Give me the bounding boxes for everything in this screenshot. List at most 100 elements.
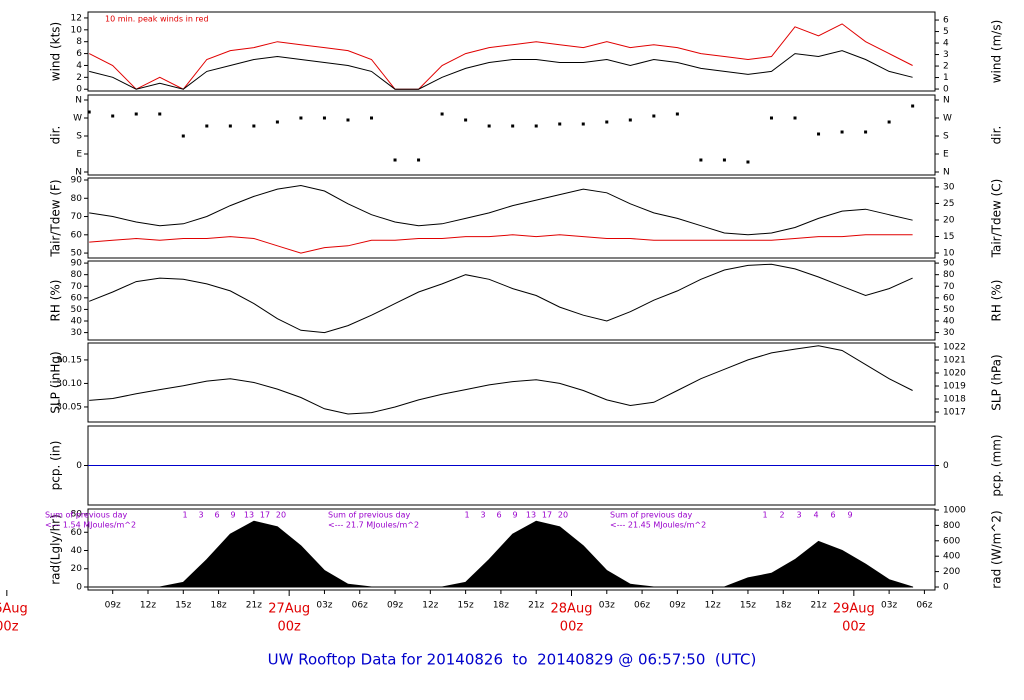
hour-mark: 6: [496, 511, 501, 520]
hour-mark: 9: [512, 511, 517, 520]
annotation: Sum of previous day: [328, 511, 410, 520]
date-hour-label: 00z: [560, 620, 584, 635]
y-axis-label: Tair/Tdew (F): [49, 179, 63, 257]
x-tick-label: 21z: [246, 601, 262, 611]
hour-mark: 3: [198, 511, 203, 520]
x-tick-label: 06z: [634, 601, 650, 611]
y2-tick-label: 30: [943, 328, 955, 338]
dir-point: [440, 112, 444, 116]
x-tick-label: 18z: [493, 601, 509, 611]
y2-tick-label: 400: [943, 552, 960, 562]
y2-tick-label: 6: [943, 16, 949, 26]
y2-tick-label: 10: [943, 249, 955, 259]
panel-frame: [87, 94, 936, 176]
date-hour-label: 00z: [0, 620, 19, 635]
y2-tick-label: E: [943, 150, 949, 160]
dir-point: [393, 158, 397, 162]
y-tick-label: W: [73, 114, 82, 124]
dir-point: [370, 116, 374, 120]
dir-point: [111, 114, 115, 118]
dir-point: [628, 118, 632, 122]
x-tick-label: 21z: [810, 601, 826, 611]
y-tick-label: 40: [71, 317, 83, 327]
y2-tick-label: 30: [943, 182, 955, 192]
panel-frame: [87, 11, 936, 92]
y-tick-label: 60: [71, 528, 83, 538]
hour-mark: 17: [260, 511, 270, 520]
date-label: 29Aug: [833, 602, 875, 617]
y2-axis-label: wind (m/s): [990, 20, 1004, 84]
series-line: [89, 345, 913, 415]
y-tick-label: 80: [71, 510, 83, 520]
series-line: [89, 263, 913, 334]
x-tick-label: 09z: [387, 601, 403, 611]
y2-tick-label: 1018: [943, 395, 966, 405]
y-tick-label: 6: [76, 49, 82, 59]
dir-point: [487, 124, 491, 128]
annotation: Sum of previous day: [610, 511, 692, 520]
y2-tick-label: 1022: [943, 343, 966, 353]
dir-point: [158, 112, 162, 116]
hour-mark: 13: [244, 511, 254, 520]
hour-mark: 1: [762, 511, 767, 520]
x-tick-label: 09z: [105, 601, 121, 611]
page-title: UW Rooftop Data for 20140826 to 20140829…: [268, 651, 757, 669]
y2-tick-label: 20: [943, 215, 955, 225]
date-hour-label: 00z: [842, 620, 866, 635]
dir-point: [299, 116, 303, 120]
date-hour-label: 00z: [277, 620, 301, 635]
y-axis-label: SLP (inHg): [49, 351, 63, 413]
x-tick-label: 06z: [916, 601, 932, 611]
dir-point: [722, 158, 726, 162]
y-tick-label: 2: [76, 73, 82, 83]
y-axis-label: wind (kts): [49, 22, 63, 81]
x-tick-label: 12z: [422, 601, 438, 611]
y-tick-label: 80: [71, 194, 83, 204]
hour-mark: 3: [480, 511, 485, 520]
dir-point: [275, 120, 279, 124]
annotation: <--- 1.54 MJoules/m^2: [45, 521, 136, 530]
panel-frame: [87, 342, 936, 423]
hour-mark: 17: [542, 511, 552, 520]
dir-point: [793, 116, 797, 120]
dir-point: [346, 118, 350, 122]
y-axis-label: pcp. (in): [49, 441, 63, 491]
x-tick-label: 03z: [599, 601, 615, 611]
x-tick-label: 15z: [175, 601, 191, 611]
date-label: 27Aug: [268, 602, 310, 617]
x-tick-label: 06z: [352, 601, 368, 611]
dir-point: [675, 112, 679, 116]
y2-tick-label: 70: [943, 282, 955, 292]
dir-point: [228, 124, 232, 128]
hour-mark: 1: [464, 511, 469, 520]
y-tick-label: 70: [71, 212, 83, 222]
y-tick-label: 30.15: [56, 355, 82, 365]
y2-tick-label: 80: [943, 270, 955, 280]
y-axis-label: dir.: [49, 126, 63, 145]
annotation: <--- 21.7 MJoules/m^2: [328, 521, 419, 530]
x-tick-label: 21z: [528, 601, 544, 611]
dir-point: [134, 112, 138, 116]
dir-point: [746, 160, 750, 164]
hour-mark: 1: [182, 511, 187, 520]
dir-point: [181, 134, 185, 138]
y2-tick-label: N: [943, 96, 950, 106]
y2-axis-label: RH (%): [990, 280, 1004, 322]
y-tick-label: 70: [71, 282, 83, 292]
y2-tick-label: 4: [943, 39, 949, 49]
y2-tick-label: 15: [943, 232, 954, 242]
y-tick-label: 12: [71, 13, 82, 23]
annotation: Sum of previous day: [45, 511, 127, 520]
y-axis-label: RH (%): [49, 280, 63, 322]
y-tick-label: N: [75, 168, 82, 178]
series-line: [89, 234, 913, 254]
y-tick-label: 4: [76, 61, 82, 71]
dir-point: [652, 114, 656, 118]
y-tick-label: 40: [71, 546, 83, 556]
date-label: 26Aug: [0, 602, 28, 617]
y2-tick-label: 1021: [943, 356, 966, 366]
dir-point: [817, 132, 821, 136]
hour-mark: 6: [830, 511, 835, 520]
y-tick-label: 90: [71, 176, 83, 186]
date-label: 28Aug: [551, 602, 593, 617]
